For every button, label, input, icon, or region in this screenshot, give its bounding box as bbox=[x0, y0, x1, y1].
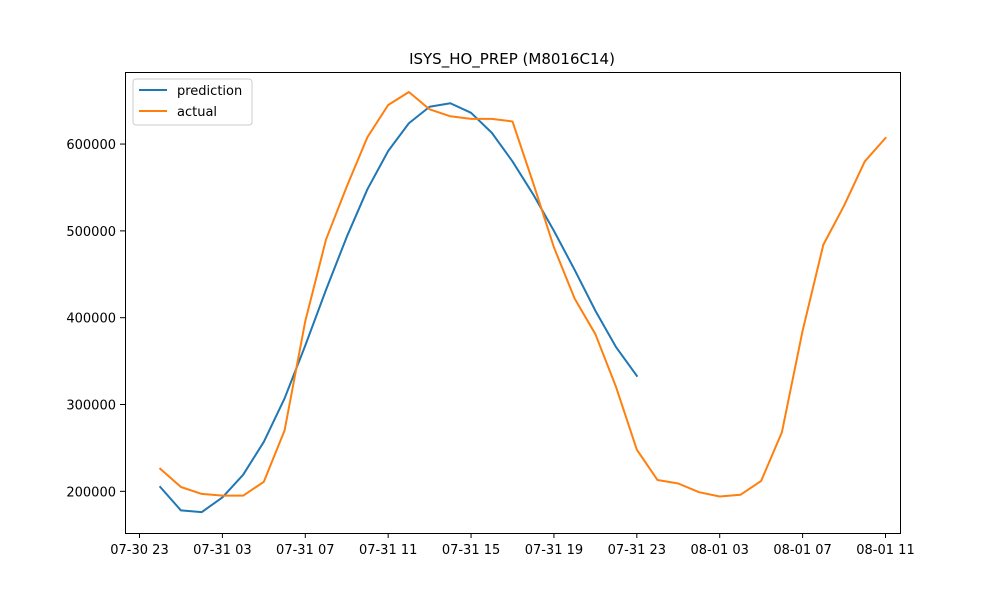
plot-frame bbox=[125, 72, 901, 534]
legend-label-actual: actual bbox=[177, 105, 217, 120]
series-layer bbox=[158, 90, 887, 514]
chart-title: ISYS_HO_PREP (M8016C14) bbox=[409, 50, 615, 69]
y-tick-label: 500000 bbox=[66, 225, 116, 240]
x-tick-label: 07-31 07 bbox=[276, 543, 334, 558]
y-tick-label: 400000 bbox=[66, 312, 116, 327]
x-tick-label: 08-01 03 bbox=[690, 543, 748, 558]
x-tick-label: 07-31 23 bbox=[608, 543, 666, 558]
legend-label-prediction: prediction bbox=[177, 84, 242, 99]
ticks-layer: 07-30 23 07-31 03 07-31 07 07-31 11 07-31 15… bbox=[66, 138, 914, 558]
y-tick-label: 600000 bbox=[66, 138, 116, 153]
x-tick-label: 07-31 15 bbox=[442, 543, 500, 558]
series-line-actual bbox=[158, 90, 887, 498]
x-tick-label: 07-31 11 bbox=[359, 543, 417, 558]
x-tick-label: 08-01 11 bbox=[856, 543, 914, 558]
x-tick-label: 07-30 23 bbox=[110, 543, 168, 558]
x-tick-label: 07-31 19 bbox=[525, 543, 583, 558]
x-tick-label: 07-31 03 bbox=[193, 543, 251, 558]
y-tick-label: 200000 bbox=[66, 485, 116, 500]
legend: prediction actual bbox=[132, 78, 253, 126]
series-line-prediction bbox=[158, 102, 639, 514]
y-tick-label: 300000 bbox=[66, 399, 116, 414]
x-tick-label: 08-01 07 bbox=[773, 543, 831, 558]
